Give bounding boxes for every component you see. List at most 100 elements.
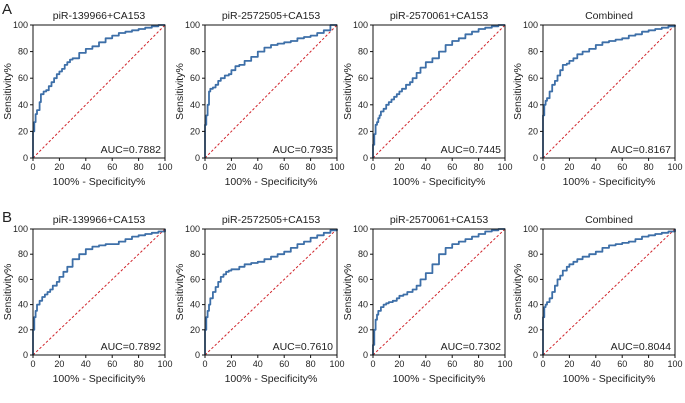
x-tick-label: 20: [54, 162, 64, 172]
x-axis-label: 100% - Specificity%: [53, 176, 146, 188]
x-tick-label: 60: [107, 359, 117, 369]
x-tick-label: 40: [253, 359, 263, 369]
reference-line: [542, 24, 676, 159]
chart-title: piR-2572505+CA153: [222, 10, 321, 22]
y-tick-label: 80: [358, 47, 368, 57]
plot-frame: [372, 24, 506, 159]
auc-annotation: AUC=0.7882: [101, 144, 162, 156]
x-tick-label: 60: [447, 162, 457, 172]
plot-frame: [32, 24, 166, 159]
y-axis-label: Sensitivity%: [512, 63, 524, 120]
auc-annotation: AUC=0.8167: [611, 144, 672, 156]
panel-label-a: A: [2, 1, 12, 18]
auc-annotation: AUC=0.7935: [273, 144, 334, 156]
y-tick-label: 100: [523, 20, 538, 30]
y-axis-label: Sensitivity%: [342, 264, 354, 321]
y-tick-label: 80: [528, 47, 538, 57]
x-axis-label: 100% - Specificity%: [225, 176, 318, 188]
plot-frame: [542, 228, 676, 356]
x-tick-label: 0: [30, 359, 35, 369]
y-tick-label: 40: [190, 100, 200, 110]
x-tick-label: 80: [306, 162, 316, 172]
x-tick-label: 60: [107, 162, 117, 172]
y-tick-label: 80: [18, 47, 28, 57]
roc-curve: [32, 229, 166, 355]
x-axis-label: 100% - Specificity%: [393, 176, 486, 188]
y-tick-label: 100: [353, 224, 368, 234]
roc-curve: [32, 24, 165, 158]
x-tick-label: 40: [81, 359, 91, 369]
x-axis-label: 100% - Specificity%: [225, 373, 318, 385]
x-axis-label: 100% - Specificity%: [53, 373, 146, 385]
x-tick-label: 60: [279, 162, 289, 172]
y-tick-label: 0: [195, 350, 200, 360]
x-tick-label: 20: [564, 162, 574, 172]
y-tick-label: 100: [185, 20, 200, 30]
plot-frame: [204, 24, 338, 159]
x-tick-label: 40: [421, 359, 431, 369]
reference-line: [204, 228, 338, 356]
y-tick-label: 40: [528, 100, 538, 110]
x-tick-label: 100: [497, 359, 512, 369]
roc-curve: [372, 24, 505, 158]
x-tick-label: 80: [644, 359, 654, 369]
y-tick-label: 60: [358, 274, 368, 284]
y-tick-label: 20: [190, 126, 200, 136]
y-tick-label: 0: [363, 153, 368, 163]
x-tick-label: 100: [157, 359, 172, 369]
reference-line: [372, 228, 506, 356]
roc-panel-7: piR-2570061+CA153 0 20 40 60 80 100 0 20 40 60 80 10…: [342, 214, 513, 385]
y-tick-label: 40: [528, 300, 538, 310]
y-tick-label: 60: [190, 73, 200, 83]
roc-curve: [204, 229, 338, 355]
auc-annotation: AUC=0.7302: [441, 341, 502, 353]
x-tick-label: 80: [134, 359, 144, 369]
x-tick-label: 80: [644, 162, 654, 172]
reference-line: [542, 228, 676, 356]
roc-panel-5: piR-139966+CA153 0 20 40 60 80 100 0 20 40 60 80 100…: [2, 214, 173, 385]
y-tick-label: 100: [353, 20, 368, 30]
y-axis-label: Sensitivity%: [342, 63, 354, 120]
auc-annotation: AUC=0.8044: [611, 341, 672, 353]
y-tick-label: 100: [13, 20, 28, 30]
x-tick-label: 0: [202, 359, 207, 369]
y-tick-label: 100: [185, 224, 200, 234]
y-tick-label: 60: [528, 73, 538, 83]
x-tick-label: 40: [591, 359, 601, 369]
reference-line: [32, 228, 166, 356]
x-tick-label: 0: [540, 162, 545, 172]
y-tick-label: 60: [358, 73, 368, 83]
x-tick-label: 20: [226, 359, 236, 369]
x-tick-label: 100: [329, 162, 344, 172]
x-tick-label: 100: [667, 162, 682, 172]
roc-curve: [204, 24, 337, 158]
chart-title: piR-2570061+CA153: [390, 10, 489, 22]
plot-frame: [372, 228, 506, 356]
roc-panel-1: piR-139966+CA153 0 20 40 60 80 100 0 20 40 60 80 100…: [2, 10, 173, 188]
roc-panel-6: piR-2572505+CA153 0 20 40 60 80 100 0 20 40 60 80 10…: [174, 214, 345, 385]
y-tick-label: 40: [190, 300, 200, 310]
x-tick-label: 40: [253, 162, 263, 172]
y-tick-label: 40: [18, 300, 28, 310]
x-tick-label: 20: [54, 359, 64, 369]
y-tick-label: 20: [18, 126, 28, 136]
x-tick-label: 80: [134, 162, 144, 172]
y-tick-label: 0: [533, 350, 538, 360]
y-tick-label: 80: [18, 249, 28, 259]
roc-panel-8: Combined 0 20 40 60 80 100 0 20 40 60 80 100 100% - S…: [512, 214, 683, 385]
x-tick-label: 20: [226, 162, 236, 172]
x-tick-label: 0: [540, 359, 545, 369]
y-tick-label: 40: [358, 300, 368, 310]
chart-title: piR-139966+CA153: [53, 10, 146, 22]
y-tick-label: 0: [195, 153, 200, 163]
y-axis-label: Sensitivity%: [2, 63, 14, 120]
x-tick-label: 40: [421, 162, 431, 172]
x-tick-label: 100: [329, 359, 344, 369]
roc-panel-4: Combined 0 20 40 60 80 100 0 20 40 60 80 100 100% - S…: [512, 10, 683, 188]
y-axis-label: Sensitivity%: [174, 63, 186, 120]
y-axis-label: Sensitivity%: [2, 264, 14, 321]
y-tick-label: 80: [190, 47, 200, 57]
y-tick-label: 20: [358, 126, 368, 136]
plot-frame: [204, 228, 338, 356]
